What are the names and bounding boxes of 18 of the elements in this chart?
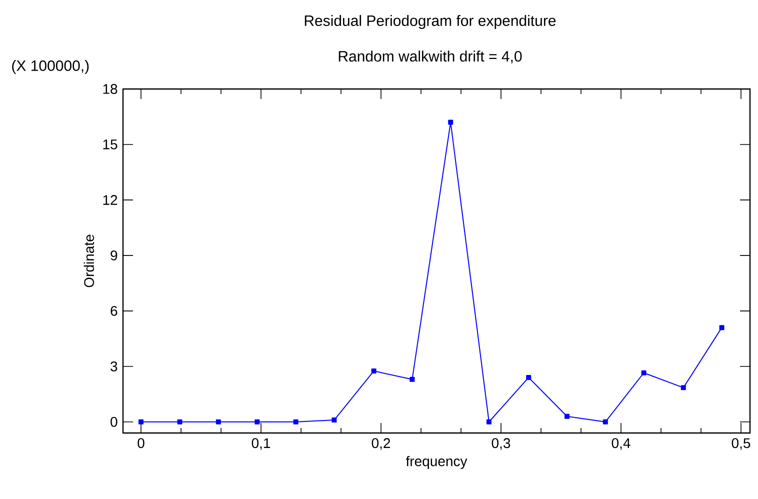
y-tick-label: 9	[110, 250, 118, 260]
x-tick-label: 0,5	[732, 438, 750, 450]
x-tick-label: 0	[138, 438, 144, 448]
x-tick-label: 0,4	[612, 438, 630, 450]
chart-subtitle: Random walkwith drift = 4,0	[338, 50, 522, 64]
chart-title: Residual Periodogram for expenditure	[304, 14, 556, 29]
x-tick-label: 0,2	[372, 438, 390, 450]
y-tick-label: 0	[110, 416, 118, 427]
x-tick-label: 0,1	[252, 438, 270, 450]
y-tick-label: 18	[103, 84, 118, 94]
y-tick-label: 15	[103, 140, 118, 150]
x-axis-title: frequency	[406, 456, 468, 469]
y-axis-title: Ordinate	[84, 234, 94, 288]
y-tick-label: 3	[110, 361, 118, 372]
x-tick-label: 0,3	[492, 438, 510, 450]
text: (X 100000,)	[12, 60, 89, 74]
y-tick-label: 6	[110, 306, 118, 316]
y-tick-label: 12	[103, 195, 118, 205]
